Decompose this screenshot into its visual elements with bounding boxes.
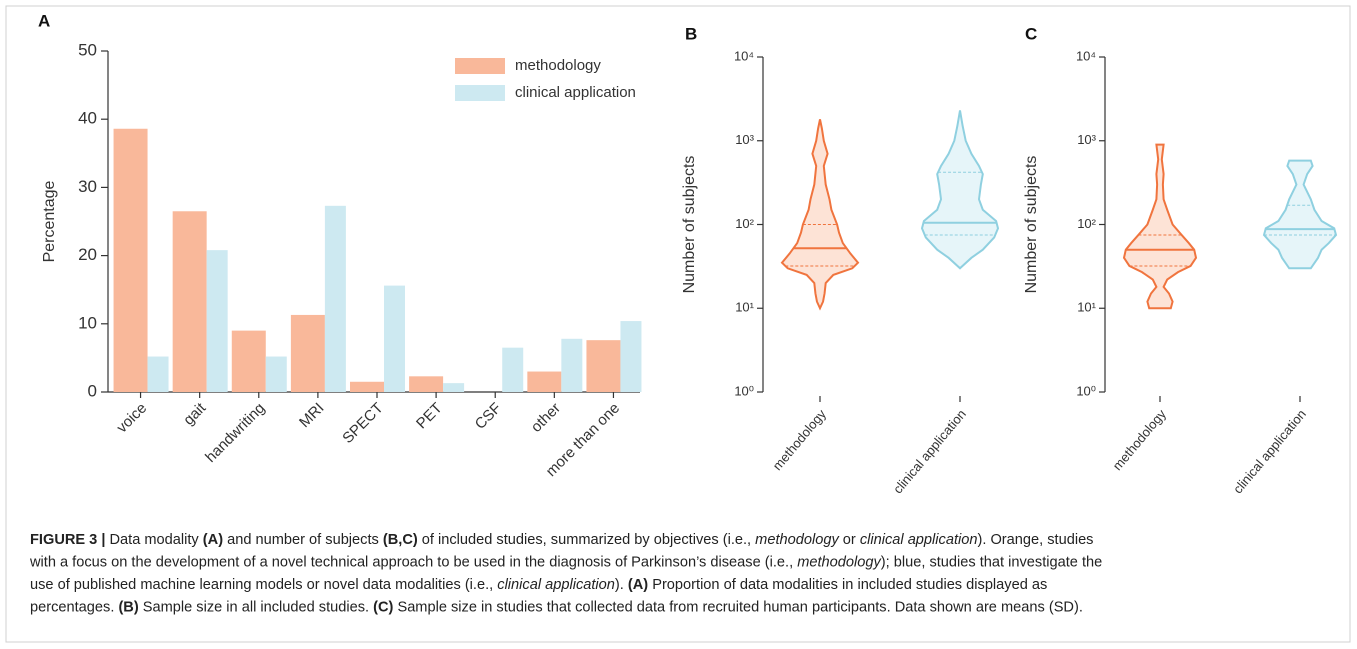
caption-run: Sample size in all included studies. — [139, 599, 373, 615]
y-tick-label: 10⁴ — [1076, 48, 1096, 63]
bar — [502, 347, 524, 392]
y-tick-label: 30 — [78, 177, 97, 196]
caption-run: and number of subjects — [223, 532, 383, 548]
y-tick-label: 10³ — [1077, 132, 1096, 147]
bar — [350, 381, 384, 392]
panel-letter: C — [1025, 24, 1037, 43]
bar — [443, 383, 465, 392]
x-tick-label: other — [528, 400, 564, 436]
bar — [409, 376, 444, 392]
y-tick-label: 10² — [1077, 216, 1096, 231]
caption-run: (B,C) — [383, 532, 418, 548]
caption-run: percentages. — [30, 599, 118, 615]
y-axis-label: Number of subjects — [681, 156, 698, 294]
caption-run: use of published machine learning models… — [30, 577, 497, 593]
caption-run: clinical application — [860, 532, 978, 548]
caption-run: ). Orange, studies — [977, 532, 1093, 548]
caption-run: (C) — [373, 599, 393, 615]
x-tick-label: MRI — [296, 400, 327, 431]
caption-line: FIGURE 3 | Data modality (A) and number … — [30, 532, 1093, 548]
panel-letter: B — [685, 24, 697, 43]
legend-label: methodology — [515, 57, 601, 74]
bar — [231, 330, 266, 392]
y-tick-label: 50 — [78, 40, 97, 59]
x-tick-label: clinical application — [1230, 406, 1309, 496]
caption-run: (A) — [203, 532, 223, 548]
caption-run: with a focus on the development of a nov… — [29, 554, 797, 570]
violin — [1122, 143, 1198, 310]
frame — [5, 5, 1351, 643]
bar — [384, 285, 405, 392]
y-tick-label: 10¹ — [1077, 300, 1096, 315]
caption-run: Sample size in studies that collected da… — [393, 599, 1082, 615]
y-tick-label: 10 — [78, 313, 97, 332]
bar — [561, 338, 583, 392]
x-tick-label: methodology — [770, 406, 830, 473]
y-axis-label: Percentage — [41, 180, 58, 262]
panel-letter: A — [38, 11, 50, 30]
x-tick-label: PET — [413, 400, 446, 433]
x-tick-label: clinical application — [890, 406, 969, 496]
caption-run: Data modality — [105, 532, 202, 548]
bar — [265, 356, 287, 392]
x-tick-label: CSF — [472, 400, 505, 433]
x-tick-label: gait — [180, 399, 210, 429]
bar — [206, 250, 228, 392]
violin — [1262, 159, 1338, 270]
x-tick-label: voice — [113, 400, 150, 437]
caption-run: FIGURE 3 | — [30, 532, 105, 548]
caption-run: Proportion of data modalities in include… — [648, 577, 1047, 593]
caption-run: clinical application — [497, 577, 615, 593]
y-tick-label: 10⁴ — [734, 48, 754, 63]
y-axis-label: Number of subjects — [1023, 156, 1040, 294]
y-tick-label: 10⁰ — [734, 383, 754, 398]
y-tick-label: 10⁰ — [1076, 383, 1096, 398]
y-tick-label: 40 — [78, 109, 97, 128]
violin — [920, 110, 1000, 270]
caption-run: or — [839, 532, 860, 548]
x-tick-label: methodology — [1110, 406, 1170, 473]
caption-run: (B) — [118, 599, 138, 615]
caption-run: methodology — [755, 532, 840, 548]
bar — [527, 371, 562, 392]
y-tick-label: 10¹ — [735, 300, 754, 315]
legend-swatch — [455, 85, 505, 101]
caption-run: ). — [615, 577, 628, 593]
bar — [586, 340, 621, 392]
bar — [620, 321, 642, 392]
caption-run: (A) — [628, 577, 648, 593]
caption-line: percentages. (B) Sample size in all incl… — [30, 599, 1083, 615]
legend-swatch — [455, 58, 505, 74]
bar — [290, 314, 325, 392]
legend-label: clinical application — [515, 84, 636, 101]
violin — [780, 119, 860, 311]
x-tick-label: handwriting — [202, 400, 268, 466]
y-tick-label: 10² — [735, 216, 754, 231]
caption-line: with a focus on the development of a nov… — [29, 554, 1102, 570]
x-tick-label: SPECT — [339, 400, 386, 447]
caption-run: ); blue, studies that investigate the — [881, 554, 1102, 570]
bar — [172, 211, 207, 392]
bar — [324, 205, 346, 392]
bar — [147, 356, 169, 392]
y-tick-label: 0 — [88, 381, 97, 400]
y-tick-label: 10³ — [735, 132, 754, 147]
caption-line: use of published machine learning models… — [30, 577, 1047, 593]
caption-run: of included studies, summarized by objec… — [418, 532, 755, 548]
caption-run: methodology — [797, 554, 882, 570]
y-tick-label: 20 — [78, 245, 97, 264]
bar — [113, 128, 148, 393]
